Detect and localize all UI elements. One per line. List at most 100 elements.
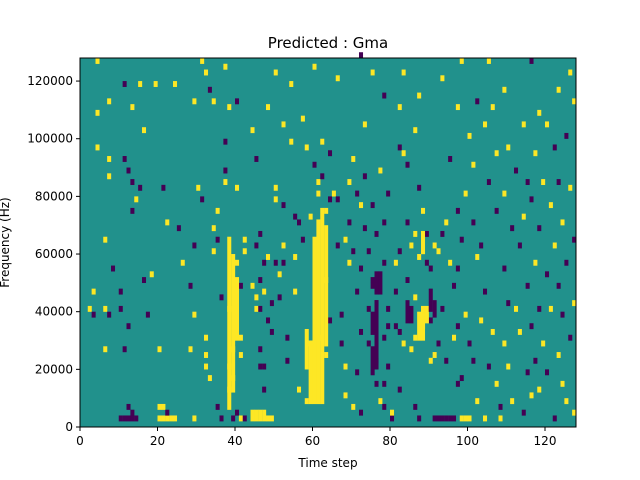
heatmap-cell [281, 242, 286, 249]
heatmap-cell [424, 230, 429, 237]
heatmap-cell [424, 305, 429, 324]
heatmap-cell [378, 271, 383, 295]
heatmap-cell [262, 363, 267, 370]
heatmap-cell [312, 161, 317, 168]
heatmap-cell [382, 380, 387, 387]
heatmap-cell [238, 352, 243, 358]
heatmap-cell [122, 156, 127, 162]
heatmap-cell [250, 409, 255, 422]
heatmap-cell [393, 288, 398, 295]
heatmap-cell [436, 248, 441, 255]
heatmap-cell [107, 311, 112, 318]
heatmap-cell [498, 415, 503, 422]
heatmap-cell [254, 305, 259, 312]
heatmap-cell [537, 109, 542, 116]
heatmap-cell [390, 409, 395, 416]
heatmap-cell [254, 242, 259, 249]
heatmap-cell [490, 104, 495, 111]
heatmap-cell [432, 300, 437, 318]
heatmap-cell [471, 161, 476, 168]
heatmap-cell [153, 81, 158, 87]
heatmap-cell [130, 409, 135, 416]
y-tick-label: 0 [65, 420, 73, 434]
heatmap-cell [304, 398, 309, 405]
heatmap-cell [161, 403, 166, 410]
heatmap-cell [510, 398, 515, 405]
heatmap-cell [459, 236, 464, 243]
heatmap-cell [552, 415, 557, 422]
heatmap-cell [378, 398, 383, 405]
heatmap-cell [568, 69, 573, 76]
heatmap-cell [494, 207, 499, 214]
heatmap-cell [548, 305, 553, 312]
y-tick-label: 40000 [35, 305, 73, 319]
x-axis: 0 20 40 60 80 100 120 [76, 427, 556, 448]
heatmap-cell [366, 248, 371, 255]
heatmap-cell [297, 386, 302, 393]
heatmap-cell [254, 156, 259, 162]
heatmap-cell [312, 236, 317, 405]
heatmap-cell [479, 242, 484, 249]
heatmap-cell [374, 271, 379, 295]
heatmap-cell [382, 92, 387, 99]
heatmap-cell [254, 409, 259, 422]
heatmap-cell [122, 81, 127, 87]
heatmap-cell [506, 300, 511, 307]
heatmap-cell [467, 340, 472, 347]
heatmap-cell [397, 386, 402, 393]
heatmap-cell [273, 184, 278, 191]
heatmap-cell [300, 236, 305, 243]
heatmap-cell [304, 328, 309, 370]
heatmap-cell [266, 415, 271, 422]
heatmap-cell [328, 196, 333, 203]
heatmap-cell [273, 69, 278, 76]
heatmap-cell [370, 277, 375, 284]
heatmap-cell [444, 415, 449, 422]
heatmap-cell [320, 173, 325, 180]
heatmap-cell [242, 415, 247, 422]
heatmap-cell [126, 167, 131, 174]
y-tick-label: 100000 [27, 132, 73, 146]
heatmap-cell [386, 190, 391, 197]
heatmap-cell [266, 317, 271, 324]
heatmap-cell [382, 219, 387, 226]
heatmap-cell [269, 328, 274, 335]
y-axis: 0 20000 40000 60000 80000 100000 120000 [27, 74, 80, 434]
heatmap-cell [568, 184, 573, 191]
heatmap-cell [428, 357, 433, 364]
heatmap-cell [529, 58, 534, 64]
heatmap-cell [386, 323, 391, 330]
heatmap-cell [165, 415, 170, 422]
heatmap-cell [157, 415, 162, 422]
heatmap-cell [130, 104, 135, 111]
heatmap-cell [347, 179, 352, 185]
heatmap-cell [351, 403, 356, 410]
heatmap-cell [455, 323, 460, 330]
heatmap-cell [560, 219, 565, 226]
heatmap-cell [428, 317, 433, 324]
x-tick-label: 20 [150, 434, 165, 448]
heatmap-cell [219, 415, 224, 422]
heatmap-cell [432, 415, 437, 422]
heatmap-cell [250, 282, 255, 289]
heatmap-cell [118, 288, 123, 295]
heatmap-cell [374, 230, 379, 237]
heatmap-cell [188, 282, 193, 289]
heatmap-cell [467, 415, 472, 422]
heatmap-cell [242, 236, 247, 243]
heatmap-cell [556, 352, 561, 358]
heatmap-cell [405, 277, 410, 284]
heatmap-cell [393, 323, 398, 330]
heatmap-cell [405, 219, 410, 226]
heatmap-cell [448, 415, 453, 422]
plot-area [80, 52, 577, 427]
heatmap-cell [502, 190, 507, 197]
heatmap-cell [324, 225, 329, 347]
heatmap-cell [235, 98, 240, 105]
heatmap-cell [397, 144, 402, 151]
heatmap-cell [316, 179, 321, 185]
heatmap-cell [452, 282, 457, 289]
plot-frame [79, 57, 577, 428]
heatmap-cell [471, 357, 476, 364]
heatmap-cell [548, 202, 553, 209]
